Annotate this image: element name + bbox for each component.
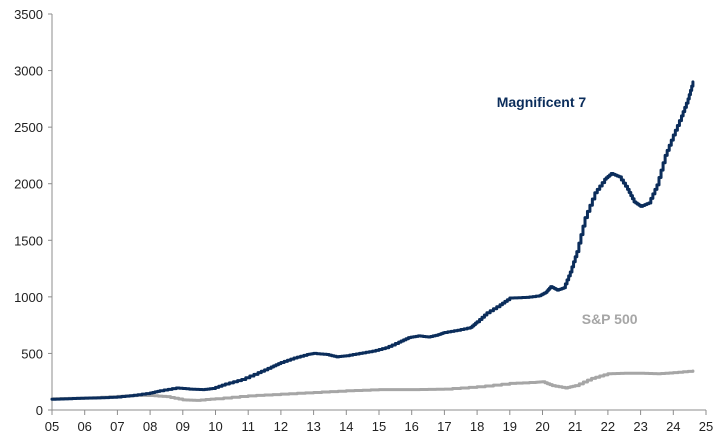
x-tick-label: 18 bbox=[470, 419, 484, 434]
x-tick-label: 06 bbox=[77, 419, 91, 434]
series-label-s-p-500: S&P 500 bbox=[582, 311, 638, 327]
series-label-magnificent-7: Magnificent 7 bbox=[497, 94, 587, 110]
series-line-s-p-500 bbox=[50, 369, 695, 402]
x-tick-label: 12 bbox=[274, 419, 288, 434]
series-line-magnificent-7 bbox=[50, 80, 695, 401]
y-tick-label: 1500 bbox=[14, 233, 43, 248]
x-tick-label: 21 bbox=[568, 419, 582, 434]
x-axis: 05 06 07 08 09 10 11 12 13 14 15 16 17 18 19 20 21 22 23 24… bbox=[45, 409, 713, 434]
y-tick-label: 2500 bbox=[14, 120, 43, 135]
x-tick-label: 13 bbox=[306, 419, 320, 434]
x-tick-label: 14 bbox=[339, 419, 353, 434]
x-tick-label: 10 bbox=[208, 419, 222, 434]
y-tick-label: 3000 bbox=[14, 64, 43, 79]
series-label-layer: S&P 500 Magnificent 7 bbox=[497, 94, 638, 327]
x-tick-label: 19 bbox=[503, 419, 517, 434]
x-tick-label: 24 bbox=[666, 419, 680, 434]
x-tick-label: 16 bbox=[404, 419, 418, 434]
y-tick-label: 1000 bbox=[14, 290, 43, 305]
x-tick-label: 25 bbox=[699, 419, 713, 434]
x-tick-label: 15 bbox=[372, 419, 386, 434]
x-tick-label: 20 bbox=[535, 419, 549, 434]
x-tick-label: 09 bbox=[176, 419, 190, 434]
y-tick-label: 0 bbox=[36, 403, 43, 418]
y-tick-label: 3500 bbox=[14, 7, 43, 22]
series-layer bbox=[50, 80, 695, 402]
x-tick-label: 05 bbox=[45, 419, 59, 434]
y-axis: 0 500 1000 1500 2000 2500 3000 3500 bbox=[14, 7, 53, 418]
x-tick-label: 17 bbox=[437, 419, 451, 434]
x-tick-label: 07 bbox=[110, 419, 124, 434]
y-tick-label: 2000 bbox=[14, 177, 43, 192]
x-tick-label: 22 bbox=[601, 419, 615, 434]
x-tick-label: 23 bbox=[633, 419, 647, 434]
x-tick-label: 11 bbox=[241, 419, 255, 434]
y-tick-label: 500 bbox=[21, 346, 43, 361]
x-tick-label: 08 bbox=[143, 419, 157, 434]
